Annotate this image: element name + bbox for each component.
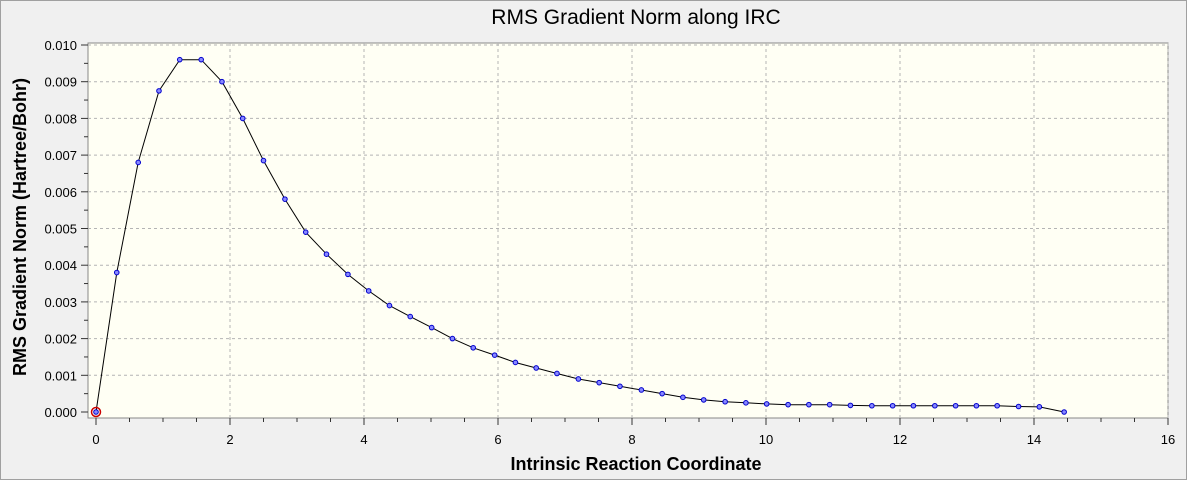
x-tick-label: 16 bbox=[1161, 432, 1175, 447]
chart-title: RMS Gradient Norm along IRC bbox=[491, 6, 780, 29]
x-axis-title: Intrinsic Reaction Coordinate bbox=[510, 454, 761, 474]
markers bbox=[90, 56, 1067, 418]
data-point bbox=[659, 390, 665, 397]
data-point bbox=[198, 56, 204, 63]
data-point bbox=[93, 409, 99, 415]
data-point bbox=[113, 269, 120, 276]
data-point bbox=[407, 313, 414, 320]
data-point bbox=[722, 398, 728, 405]
data-point bbox=[932, 402, 938, 409]
data-point bbox=[428, 324, 435, 331]
data-point bbox=[449, 335, 456, 342]
y-tick-label: 0.002 bbox=[44, 332, 77, 347]
y-tick-label: 0.003 bbox=[44, 295, 77, 310]
y-tick-label: 0.001 bbox=[44, 368, 77, 383]
data-point bbox=[575, 376, 582, 382]
data-point bbox=[826, 401, 833, 408]
x-tick-label: 10 bbox=[759, 432, 773, 447]
data-point bbox=[470, 344, 477, 351]
x-tick-label: 12 bbox=[893, 432, 907, 447]
y-tick-label: 0.008 bbox=[44, 111, 77, 126]
x-tick-label: 6 bbox=[494, 432, 501, 447]
data-point bbox=[239, 115, 246, 122]
data-point bbox=[302, 229, 309, 235]
data-point bbox=[176, 56, 183, 63]
data-point bbox=[952, 402, 959, 409]
data-point bbox=[260, 157, 267, 164]
x-tick-label: 2 bbox=[226, 432, 233, 447]
data-point bbox=[533, 365, 539, 371]
data-point bbox=[156, 88, 162, 94]
data-point bbox=[680, 394, 686, 401]
data-point bbox=[491, 352, 498, 358]
axes: 0 2 4 6 8 10 12 14 16 0.000 0.001 0.002 0.003 0.004 0.… bbox=[44, 38, 1175, 447]
data-point bbox=[910, 402, 917, 409]
data-point bbox=[345, 271, 351, 278]
data-point bbox=[617, 383, 623, 390]
data-point bbox=[700, 397, 707, 403]
grid bbox=[88, 43, 1169, 418]
y-tick-label: 0.004 bbox=[44, 258, 77, 273]
y-tick-label: 0.010 bbox=[44, 38, 77, 53]
data-point bbox=[806, 401, 812, 408]
data-point bbox=[1036, 404, 1043, 410]
data-point bbox=[365, 288, 372, 294]
data-point bbox=[994, 402, 1000, 409]
data-point bbox=[512, 359, 519, 366]
plot-area bbox=[87, 42, 1169, 419]
data-point bbox=[1061, 409, 1067, 415]
highlight-point-marker bbox=[90, 406, 102, 418]
data-point bbox=[282, 196, 288, 202]
data-point bbox=[596, 379, 602, 386]
y-tick-label: 0.000 bbox=[44, 405, 77, 420]
x-tick-label: 8 bbox=[628, 432, 635, 447]
data-point bbox=[323, 251, 330, 257]
y-tick-label: 0.007 bbox=[44, 148, 77, 163]
x-tick-label: 4 bbox=[360, 432, 367, 447]
x-tick-label: 0 bbox=[92, 432, 99, 447]
data-point bbox=[743, 400, 749, 406]
x-tick-label: 14 bbox=[1027, 432, 1041, 447]
y-tick-label: 0.005 bbox=[44, 222, 77, 237]
data-point bbox=[847, 402, 854, 409]
data-point bbox=[135, 159, 142, 166]
y-tick-label: 0.006 bbox=[44, 185, 77, 200]
data-point bbox=[1015, 403, 1022, 410]
y-tick-label: 0.009 bbox=[44, 75, 77, 90]
data-point bbox=[219, 78, 225, 85]
data-point bbox=[785, 401, 791, 408]
data-point bbox=[763, 401, 770, 407]
data-point bbox=[554, 370, 560, 377]
data-point bbox=[869, 402, 875, 409]
data-point bbox=[889, 402, 896, 409]
data-point bbox=[386, 302, 393, 309]
data-point bbox=[973, 402, 980, 409]
data-point bbox=[638, 387, 645, 393]
y-axis-title: RMS Gradient Norm (Hartree/Bohr) bbox=[10, 78, 30, 376]
